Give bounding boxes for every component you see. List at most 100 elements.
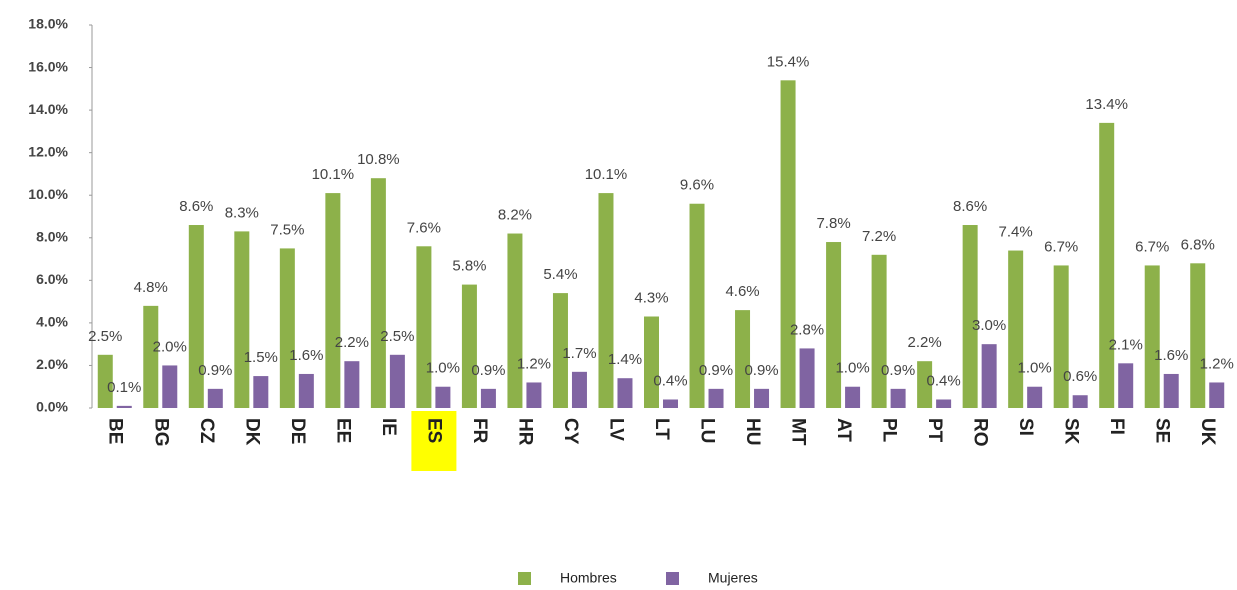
x-tick-label: SE bbox=[1152, 418, 1173, 443]
y-tick-label: 8.0% bbox=[36, 228, 68, 244]
value-label: 7.8% bbox=[816, 215, 850, 232]
bar bbox=[1163, 373, 1179, 408]
x-tick-label: PT bbox=[924, 418, 945, 443]
bar bbox=[1099, 122, 1115, 408]
value-label: 6.7% bbox=[1135, 238, 1169, 255]
y-tick-label: 14.0% bbox=[28, 101, 68, 117]
y-tick-label: 12.0% bbox=[28, 143, 68, 159]
bar bbox=[936, 399, 952, 408]
x-tick-label: RO bbox=[970, 418, 991, 447]
bar bbox=[617, 378, 633, 408]
legend-swatch bbox=[666, 572, 679, 585]
bar bbox=[298, 373, 314, 408]
value-label: 2.5% bbox=[88, 328, 122, 345]
x-tick-label: LT bbox=[651, 418, 672, 440]
bar bbox=[416, 246, 432, 408]
x-tick-label: MT bbox=[788, 418, 809, 446]
value-label: 5.8% bbox=[452, 258, 486, 275]
x-tick-label: DK bbox=[241, 418, 262, 446]
bar bbox=[480, 388, 496, 408]
bar bbox=[188, 225, 204, 408]
value-label: 4.6% bbox=[725, 283, 759, 300]
value-label: 8.3% bbox=[225, 204, 259, 221]
value-label: 0.6% bbox=[1063, 368, 1097, 385]
value-label: 2.5% bbox=[380, 328, 414, 345]
bar bbox=[598, 193, 614, 408]
value-label: 4.3% bbox=[634, 289, 668, 306]
bar bbox=[1008, 250, 1024, 408]
bar bbox=[663, 399, 678, 408]
bar bbox=[799, 348, 815, 408]
value-label: 3.0% bbox=[972, 317, 1006, 334]
x-tick-label: BE bbox=[105, 418, 126, 444]
x-tick-label: AT bbox=[833, 418, 854, 442]
value-label: 8.6% bbox=[179, 198, 213, 215]
bar bbox=[1027, 386, 1043, 408]
bar bbox=[708, 388, 724, 408]
bar bbox=[279, 248, 295, 408]
x-tick-label: ES bbox=[423, 418, 444, 443]
value-label: 0.9% bbox=[198, 362, 232, 379]
bar bbox=[571, 371, 587, 408]
value-label: 1.5% bbox=[244, 349, 278, 366]
bar bbox=[370, 178, 386, 408]
value-label: 0.9% bbox=[471, 362, 505, 379]
value-label: 1.0% bbox=[1018, 360, 1052, 377]
bar bbox=[116, 405, 132, 408]
bar bbox=[981, 344, 997, 408]
y-tick-label: 6.0% bbox=[36, 271, 68, 287]
bar bbox=[1072, 395, 1088, 408]
x-tick-label: SK bbox=[1061, 418, 1082, 445]
value-label: 7.2% bbox=[862, 228, 896, 245]
value-label: 1.6% bbox=[289, 347, 323, 364]
bar bbox=[1190, 263, 1206, 408]
bar bbox=[962, 225, 978, 408]
value-label: 6.7% bbox=[1044, 238, 1078, 255]
bar bbox=[890, 388, 906, 408]
bar bbox=[325, 193, 341, 408]
value-label: 10.1% bbox=[312, 166, 355, 183]
legend-swatch bbox=[518, 572, 531, 585]
value-label: 2.1% bbox=[1109, 336, 1143, 353]
value-label: 2.8% bbox=[790, 321, 824, 338]
value-label: 7.4% bbox=[999, 224, 1033, 241]
y-tick-label: 0.0% bbox=[36, 399, 68, 415]
value-label: 15.4% bbox=[767, 53, 810, 70]
value-label: 10.1% bbox=[585, 166, 628, 183]
x-tick-label: EE bbox=[332, 418, 353, 443]
value-label: 1.6% bbox=[1154, 347, 1188, 364]
x-tick-label: DE bbox=[287, 418, 308, 444]
value-label: 5.4% bbox=[543, 266, 577, 283]
bar bbox=[526, 382, 542, 408]
value-label: 2.0% bbox=[153, 338, 187, 355]
bar bbox=[389, 354, 405, 408]
x-tick-label: IE bbox=[378, 418, 399, 436]
bar bbox=[207, 388, 223, 408]
bar bbox=[344, 361, 360, 408]
value-label: 1.0% bbox=[426, 360, 460, 377]
value-label: 1.7% bbox=[562, 345, 596, 362]
y-tick-label: 4.0% bbox=[36, 314, 68, 330]
value-label: 13.4% bbox=[1085, 96, 1128, 113]
value-label: 4.8% bbox=[134, 279, 168, 296]
value-label: 0.4% bbox=[927, 372, 961, 389]
value-label: 0.9% bbox=[881, 362, 915, 379]
legend-label: Hombres bbox=[560, 570, 617, 586]
x-tick-label: UK bbox=[1197, 418, 1218, 446]
bar bbox=[917, 361, 933, 408]
value-label: 9.6% bbox=[680, 177, 714, 194]
bar bbox=[1118, 363, 1134, 408]
bar bbox=[234, 231, 250, 408]
x-tick-label: SI bbox=[1015, 418, 1036, 436]
x-tick-label: LV bbox=[605, 418, 626, 441]
bar bbox=[644, 316, 659, 408]
x-tick-label: LU bbox=[697, 418, 718, 443]
bar bbox=[253, 376, 269, 408]
x-tick-label: HU bbox=[742, 418, 763, 445]
bar bbox=[1144, 265, 1160, 408]
bar bbox=[780, 80, 796, 409]
y-tick-label: 10.0% bbox=[28, 186, 68, 202]
highlight-box bbox=[411, 411, 457, 471]
bar bbox=[689, 203, 705, 408]
